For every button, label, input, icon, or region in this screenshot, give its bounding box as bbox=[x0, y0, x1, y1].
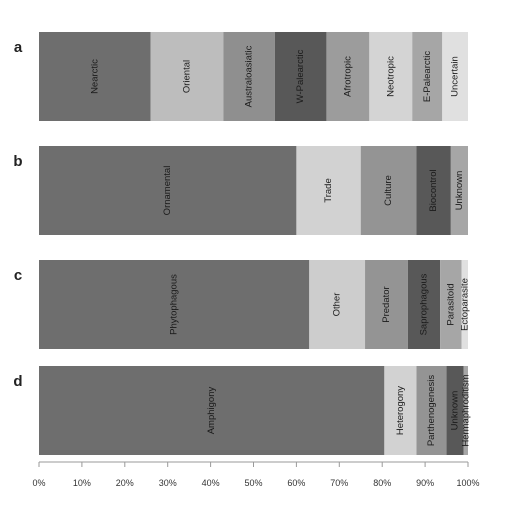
x-tick-label: 10% bbox=[73, 478, 91, 488]
segment-label-neotropic: Neotropic bbox=[385, 56, 396, 97]
segment-label-amphigony: Amphigony bbox=[206, 386, 217, 434]
panel-d: d Amphigony Heterogony Parthenogenesis Unkno… bbox=[13, 366, 471, 455]
bar-segment-biocontrol bbox=[416, 146, 451, 235]
bar-segment-unknown bbox=[450, 146, 468, 235]
bar-segment-w-palearctic bbox=[274, 32, 327, 121]
segment-label-parasitoid: Parasitoid bbox=[445, 283, 456, 325]
segment-label-ectoparasite: Ectoparasite bbox=[459, 278, 470, 331]
x-tick-label: 50% bbox=[244, 478, 262, 488]
panel-letter-b: b bbox=[13, 153, 22, 170]
panel-letter-d: d bbox=[13, 373, 22, 390]
segment-label-saprophagous: Saprophagous bbox=[419, 273, 430, 335]
bar-segment-australoasiatic bbox=[223, 32, 275, 121]
bar-segment-uncertain bbox=[442, 32, 468, 121]
bar-segment-amphigony bbox=[39, 366, 385, 455]
bar-segment-trade bbox=[296, 146, 361, 235]
bar-segment-phytophagous bbox=[39, 260, 310, 349]
segment-label-australoasiatic: Australoasiatic bbox=[244, 45, 255, 107]
bar-segment-parasitoid bbox=[440, 260, 462, 349]
bar-segment-heterogony bbox=[384, 366, 417, 455]
x-tick-label: 0% bbox=[32, 478, 45, 488]
panel-letter-c: c bbox=[14, 267, 22, 284]
bar-segment-ornamental bbox=[39, 146, 297, 235]
segment-label-phytophagous: Phytophagous bbox=[169, 274, 180, 335]
panel-a: a Nearctic Oriental Australoasiatic W-Palear… bbox=[14, 32, 468, 121]
bar-segment-culture bbox=[360, 146, 417, 235]
bar-segment-parthenogenesis bbox=[416, 366, 447, 455]
bars-layer: a Nearctic Oriental Australoasiatic W-Palear… bbox=[13, 32, 471, 455]
x-tick-label: 70% bbox=[330, 478, 348, 488]
x-tick-label: 20% bbox=[116, 478, 134, 488]
bar-segment-other bbox=[309, 260, 366, 349]
segment-label-other: Other bbox=[332, 293, 343, 317]
bar-segment-hermaphroditism bbox=[463, 366, 468, 455]
panel-c: c Phytophagous Other Predator Saprophagous Pa… bbox=[14, 260, 470, 349]
segment-label-uncertain: Uncertain bbox=[450, 56, 461, 97]
x-tick-label: 100% bbox=[456, 478, 479, 488]
segment-label-ornamental: Ornamental bbox=[162, 166, 173, 216]
bar-segment-neotropic bbox=[369, 32, 413, 121]
panel-letter-a: a bbox=[14, 39, 23, 56]
x-tick-label: 30% bbox=[159, 478, 177, 488]
segment-label-hermaphroditism: Hermaphroditism bbox=[460, 374, 471, 446]
segment-label-unknown: Unknown bbox=[454, 171, 465, 211]
segment-label-oriental: Oriental bbox=[182, 60, 193, 93]
segment-label-heterogony: Heterogony bbox=[395, 386, 406, 435]
bar-segment-nearctic bbox=[39, 32, 151, 121]
x-tick-label: 40% bbox=[202, 478, 220, 488]
bar-segment-afrotropic bbox=[326, 32, 370, 121]
segment-label-nearctic: Nearctic bbox=[89, 59, 100, 94]
bar-segment-e-palearctic bbox=[412, 32, 443, 121]
bar-segment-predator bbox=[365, 260, 408, 349]
segment-label-parthenogenesis: Parthenogenesis bbox=[426, 375, 437, 447]
segment-label-biocontrol: Biocontrol bbox=[428, 169, 439, 211]
panel-b: b Ornamental Trade Culture Biocontrol Unknown bbox=[13, 146, 468, 235]
segment-label-afrotropic: Afrotropic bbox=[342, 56, 353, 97]
x-tick-label: 60% bbox=[287, 478, 305, 488]
segment-label-predator: Predator bbox=[381, 286, 392, 322]
bar-segment-saprophagous bbox=[407, 260, 441, 349]
segment-label-trade: Trade bbox=[323, 178, 334, 202]
bar-segment-unknown bbox=[446, 366, 464, 455]
segment-label-w-palearctic: W-Palearctic bbox=[295, 49, 306, 103]
bar-segment-ectoparasite bbox=[461, 260, 468, 349]
bar-segment-oriental bbox=[150, 32, 224, 121]
x-axis: 0% 10% 20% 30% 40% 50% 60% 70% 80% 90% 100% bbox=[32, 461, 480, 488]
x-tick-label: 90% bbox=[416, 478, 434, 488]
segment-label-unknown: Unknown bbox=[450, 391, 461, 431]
segment-label-culture: Culture bbox=[383, 175, 394, 206]
x-tick-label: 80% bbox=[373, 478, 391, 488]
segment-label-e-palearctic: E-Palearctic bbox=[422, 51, 433, 102]
